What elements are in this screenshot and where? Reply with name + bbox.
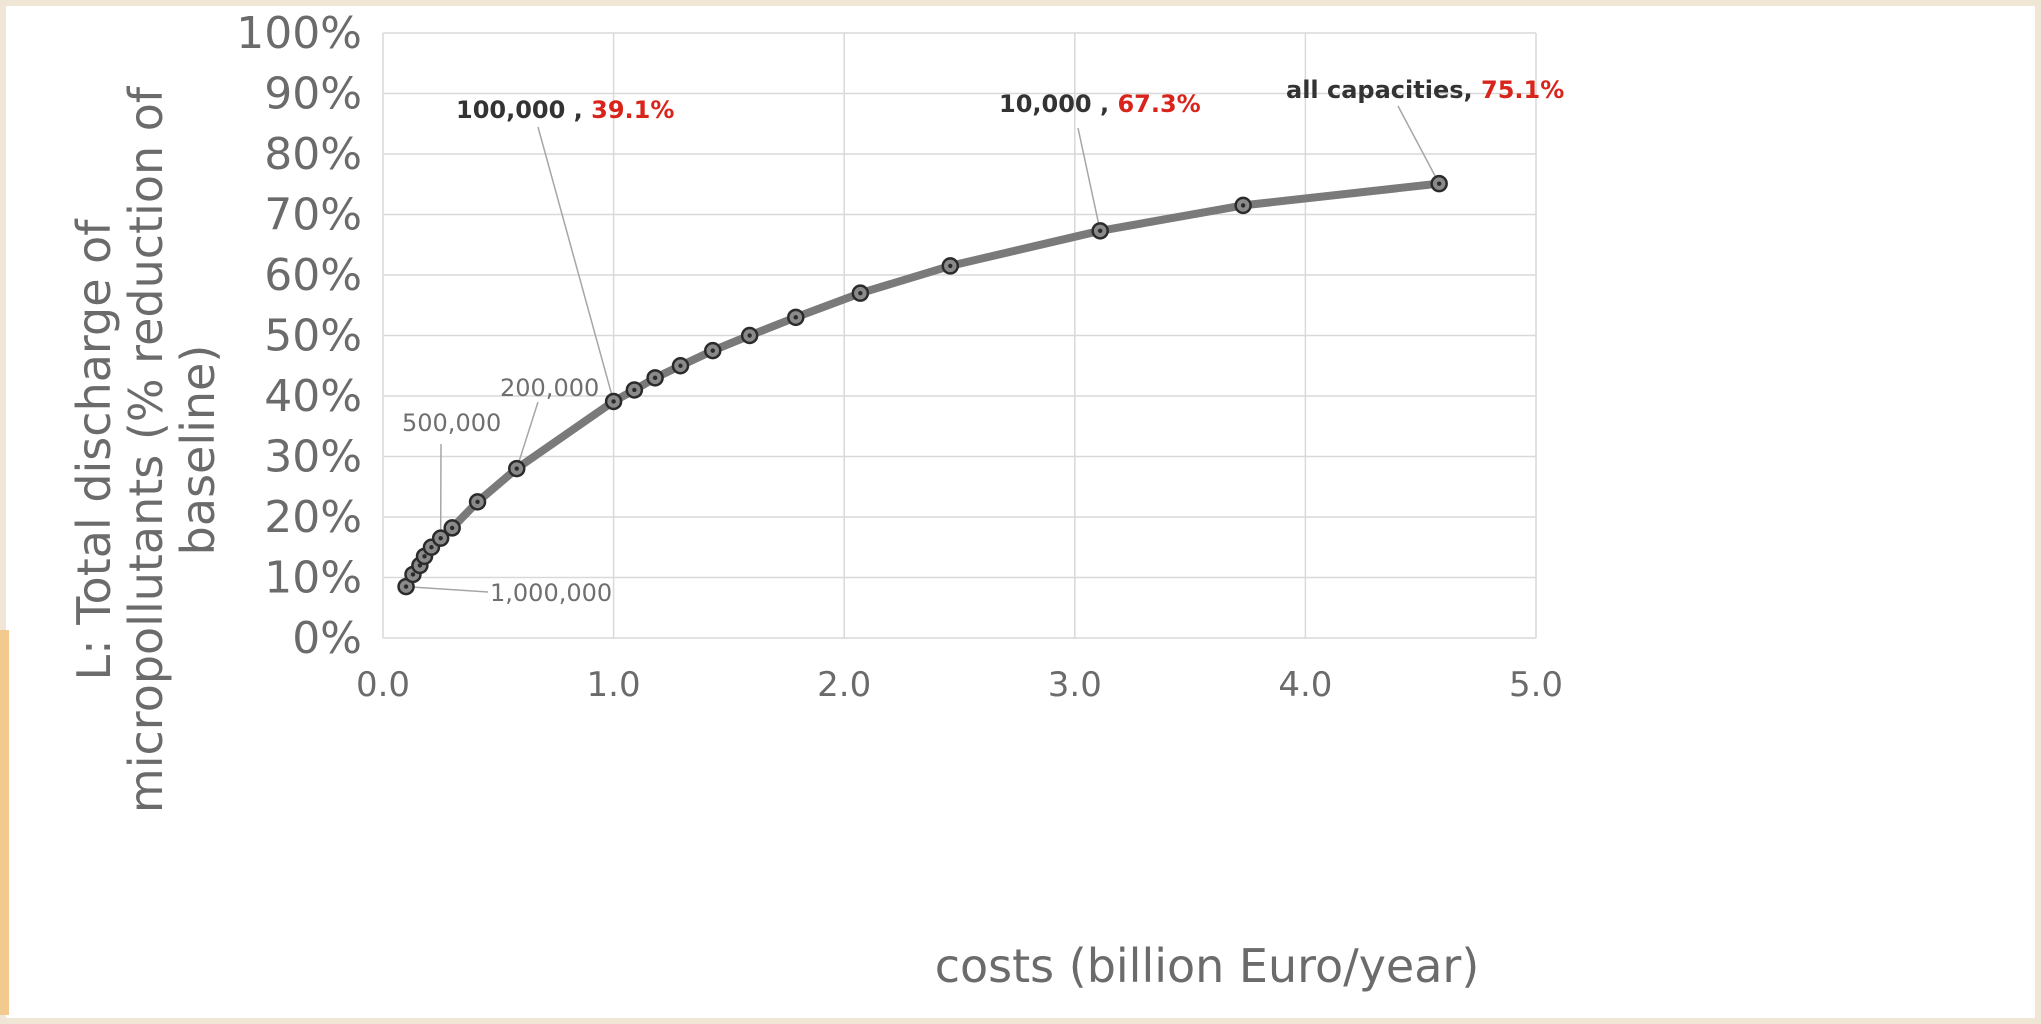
data-point-center — [632, 387, 637, 393]
data-point-center — [858, 290, 863, 296]
annotation-leader — [1077, 127, 1101, 231]
annotation-label: all capacities, 75.1% — [1286, 76, 1564, 104]
annotation-label: 200,000 — [500, 374, 599, 402]
annotation-leader — [406, 585, 489, 593]
annotation-value: 39.1% — [591, 96, 674, 124]
annotation-value: 75.1% — [1481, 76, 1564, 104]
data-point-center — [710, 348, 715, 353]
y-tick-label: 60% — [264, 250, 362, 301]
y-tick-label: 20% — [264, 492, 362, 543]
annotation-label: 1,000,000 — [490, 579, 612, 607]
data-point-center — [475, 499, 480, 505]
y-axis-title-line-2: micropollutants (% reduction of — [119, 85, 173, 813]
annotation-capacity: all capacities, — [1286, 76, 1481, 104]
annotation-leader — [516, 401, 539, 469]
data-point-center — [611, 399, 616, 404]
data-point-center — [747, 333, 752, 338]
data-point-center — [948, 263, 953, 269]
x-tick-label: 4.0 — [1278, 665, 1332, 705]
x-tick-label: 1.0 — [587, 665, 641, 705]
data-point-center — [1240, 203, 1246, 208]
y-axis-title-line-1: L: Total discharge of — [67, 218, 121, 681]
y-tick-label: 50% — [264, 311, 362, 362]
grid-lines — [382, 32, 1537, 639]
annotation-capacity: 100,000 , — [456, 96, 591, 124]
y-axis-ticks: 0% 10% 20% 30% 40% 50% 60% 70% 80% 90% 100% — [236, 8, 362, 664]
data-point-center — [422, 554, 427, 559]
annotation-leader — [537, 126, 615, 402]
data-point-center — [1436, 181, 1442, 186]
y-tick-label: 80% — [264, 129, 362, 180]
annotation-capacity: 200,000 — [500, 374, 599, 402]
annotation-leader-lines — [406, 105, 1440, 593]
data-point-center — [678, 363, 683, 368]
y-tick-label: 10% — [264, 553, 362, 604]
x-axis-title: costs (billion Euro/year) — [935, 939, 1480, 993]
data-point-center — [514, 466, 519, 471]
x-tick-label: 2.0 — [817, 665, 871, 705]
data-point-center — [438, 535, 443, 541]
annotation-capacity: 1,000,000 — [490, 579, 612, 607]
data-point-center — [793, 315, 798, 320]
annotation-capacity: 500,000 — [402, 409, 501, 437]
annotation-capacity: 10,000 , — [999, 90, 1117, 118]
y-axis-title-line-3: baseline) — [171, 345, 225, 556]
y-tick-label: 40% — [264, 371, 362, 422]
data-point-center — [652, 375, 658, 381]
data-point-center — [403, 584, 409, 589]
x-tick-label: 5.0 — [1509, 665, 1563, 705]
annotation-value: 67.3% — [1117, 90, 1200, 118]
x-tick-label: 3.0 — [1048, 665, 1102, 705]
data-point-center — [429, 545, 434, 550]
data-point-center — [449, 525, 455, 531]
y-tick-label: 0% — [292, 613, 362, 664]
x-tick-label: 0.0 — [356, 665, 410, 705]
y-tick-label: 100% — [236, 8, 362, 59]
left-edge-accent — [0, 630, 9, 1015]
annotation-leader — [1397, 105, 1440, 184]
data-point-center — [410, 572, 416, 577]
y-tick-label: 30% — [264, 432, 362, 483]
annotation-label: 100,000 , 39.1% — [456, 96, 674, 124]
series-group — [397, 174, 1448, 596]
data-point-center — [1097, 228, 1103, 234]
x-axis-ticks: 0.0 1.0 2.0 3.0 4.0 5.0 — [356, 665, 1563, 705]
y-tick-label: 90% — [264, 69, 362, 120]
y-axis-title: L: Total discharge of micropollutants (%… — [67, 85, 225, 813]
annotation-label: 10,000 , 67.3% — [999, 90, 1201, 118]
annotation-label: 500,000 — [402, 409, 501, 437]
y-tick-label: 70% — [264, 190, 362, 241]
